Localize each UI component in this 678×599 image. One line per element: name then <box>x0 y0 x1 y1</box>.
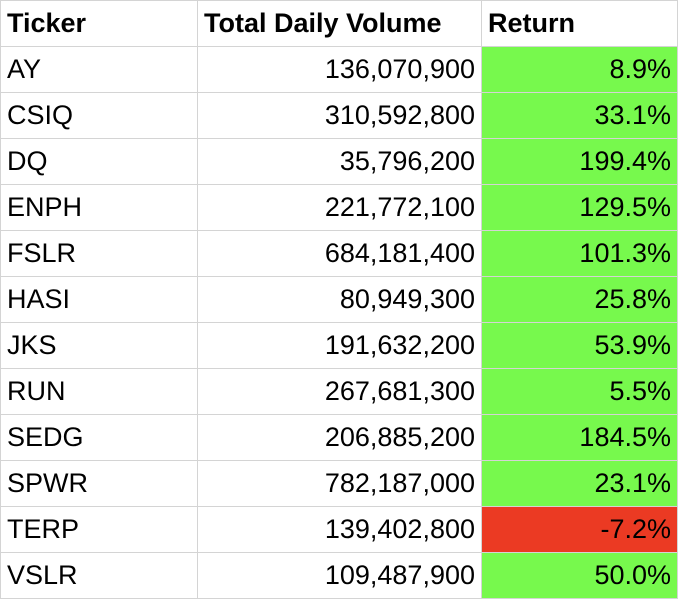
cell-return[interactable]: 33.1% <box>481 92 678 139</box>
cell-total-daily-volume[interactable]: 310,592,800 <box>197 92 482 139</box>
table-row: TERP 139,402,800 -7.2% <box>0 506 678 553</box>
cell-total-daily-volume[interactable]: 139,402,800 <box>197 506 482 553</box>
header-return[interactable]: Return <box>481 0 678 47</box>
table-row: SPWR 782,187,000 23.1% <box>0 460 678 507</box>
cell-total-daily-volume[interactable]: 782,187,000 <box>197 460 482 507</box>
cell-return[interactable]: 101.3% <box>481 230 678 277</box>
cell-ticker[interactable]: VSLR <box>0 552 198 599</box>
cell-ticker[interactable]: TERP <box>0 506 198 553</box>
cell-total-daily-volume[interactable]: 267,681,300 <box>197 368 482 415</box>
cell-return[interactable]: 5.5% <box>481 368 678 415</box>
cell-total-daily-volume[interactable]: 221,772,100 <box>197 184 482 231</box>
cell-total-daily-volume[interactable]: 684,181,400 <box>197 230 482 277</box>
header-row: Ticker Total Daily Volume Return <box>0 0 678 47</box>
cell-ticker[interactable]: HASI <box>0 276 198 323</box>
cell-return[interactable]: 199.4% <box>481 138 678 185</box>
cell-total-daily-volume[interactable]: 191,632,200 <box>197 322 482 369</box>
cell-ticker[interactable]: AY <box>0 46 198 93</box>
cell-total-daily-volume[interactable]: 136,070,900 <box>197 46 482 93</box>
table-row: AY 136,070,900 8.9% <box>0 46 678 93</box>
table-row: RUN 267,681,300 5.5% <box>0 368 678 415</box>
table-row: FSLR 684,181,400 101.3% <box>0 230 678 277</box>
cell-total-daily-volume[interactable]: 206,885,200 <box>197 414 482 461</box>
table-row: VSLR 109,487,900 50.0% <box>0 552 678 599</box>
table-header: Ticker Total Daily Volume Return <box>0 0 678 47</box>
cell-total-daily-volume[interactable]: 35,796,200 <box>197 138 482 185</box>
cell-return[interactable]: -7.2% <box>481 506 678 553</box>
table-row: CSIQ 310,592,800 33.1% <box>0 92 678 139</box>
table-row: HASI 80,949,300 25.8% <box>0 276 678 323</box>
cell-return[interactable]: 184.5% <box>481 414 678 461</box>
table-row: SEDG 206,885,200 184.5% <box>0 414 678 461</box>
cell-total-daily-volume[interactable]: 109,487,900 <box>197 552 482 599</box>
header-total-daily-volume[interactable]: Total Daily Volume <box>197 0 482 47</box>
table-body: AY 136,070,900 8.9% CSIQ 310,592,800 33.1% DQ 3… <box>0 46 678 599</box>
table-row: DQ 35,796,200 199.4% <box>0 138 678 185</box>
table-row: ENPH 221,772,100 129.5% <box>0 184 678 231</box>
cell-ticker[interactable]: SPWR <box>0 460 198 507</box>
cell-ticker[interactable]: JKS <box>0 322 198 369</box>
cell-return[interactable]: 25.8% <box>481 276 678 323</box>
cell-return[interactable]: 50.0% <box>481 552 678 599</box>
cell-ticker[interactable]: SEDG <box>0 414 198 461</box>
cell-ticker[interactable]: ENPH <box>0 184 198 231</box>
cell-ticker[interactable]: RUN <box>0 368 198 415</box>
cell-return[interactable]: 53.9% <box>481 322 678 369</box>
cell-total-daily-volume[interactable]: 80,949,300 <box>197 276 482 323</box>
cell-ticker[interactable]: DQ <box>0 138 198 185</box>
cell-return[interactable]: 8.9% <box>481 46 678 93</box>
cell-return[interactable]: 129.5% <box>481 184 678 231</box>
cell-ticker[interactable]: FSLR <box>0 230 198 277</box>
cell-ticker[interactable]: CSIQ <box>0 92 198 139</box>
header-ticker[interactable]: Ticker <box>0 0 198 47</box>
cell-return[interactable]: 23.1% <box>481 460 678 507</box>
table-row: JKS 191,632,200 53.9% <box>0 322 678 369</box>
